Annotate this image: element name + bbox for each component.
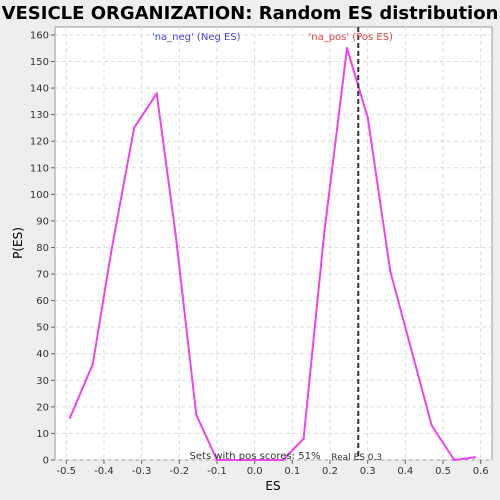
x-tick-label: 0.6 xyxy=(473,466,489,477)
y-axis-label: P(ES) xyxy=(11,227,25,259)
y-tick-label: 110 xyxy=(30,163,49,174)
annotation-layer: 'na_neg' (Neg ES) 'na_pos' (Pos ES) Sets w… xyxy=(152,32,393,463)
plot-area xyxy=(54,26,493,461)
neg-es-label: 'na_neg' (Neg ES) xyxy=(152,32,241,43)
y-tick-label: 160 xyxy=(30,30,49,41)
data-point xyxy=(110,248,113,252)
x-tick-label: 0.0 xyxy=(247,466,263,477)
y-tick-label: 90 xyxy=(36,216,49,227)
data-point xyxy=(174,233,177,236)
y-axis: 0 10 20 30 40 50 60 70 80 90 100 110 120 130 140 150 160 xyxy=(30,30,55,467)
x-tick-label: -0.4 xyxy=(94,466,114,477)
data-point xyxy=(253,458,256,462)
data-point xyxy=(91,363,94,366)
data-point xyxy=(302,437,305,440)
x-tick-label: -0.1 xyxy=(207,466,227,477)
data-point xyxy=(323,230,326,233)
data-point xyxy=(430,424,433,427)
grid xyxy=(55,27,492,461)
y-tick-label: 20 xyxy=(36,402,49,413)
data-point xyxy=(195,413,198,417)
y-tick-label: 0 xyxy=(43,456,49,467)
y-tick-label: 120 xyxy=(30,137,49,148)
data-point xyxy=(155,92,158,95)
data-point xyxy=(453,458,456,462)
data-point xyxy=(215,458,219,462)
y-tick-label: 60 xyxy=(36,296,49,307)
y-tick-label: 30 xyxy=(36,376,49,387)
data-point xyxy=(345,47,349,50)
x-axis-label: ES xyxy=(265,479,280,493)
data-point xyxy=(68,416,72,419)
x-tick-label: -0.3 xyxy=(132,466,152,477)
y-tick-label: 70 xyxy=(36,270,49,281)
series-layer xyxy=(68,47,477,462)
data-point xyxy=(389,270,392,273)
y-tick-label: 50 xyxy=(36,323,49,334)
data-point xyxy=(409,347,413,350)
y-tick-label: 10 xyxy=(36,429,49,440)
x-tick-label: 0.3 xyxy=(360,466,376,477)
data-point xyxy=(236,458,239,462)
x-tick-label: 0.5 xyxy=(435,466,451,477)
x-tick-label: -0.5 xyxy=(57,466,77,477)
series-line xyxy=(69,47,476,461)
sets-pos-scores-label: Sets with pos scores: 51% xyxy=(190,451,321,462)
data-point xyxy=(366,116,369,119)
y-tick-label: 80 xyxy=(36,243,49,254)
data-point xyxy=(473,456,477,459)
x-tick-label: 0.4 xyxy=(397,466,413,477)
y-tick-label: 150 xyxy=(30,57,49,68)
data-point xyxy=(281,458,285,462)
pos-es-label: 'na_pos' (Pos ES) xyxy=(308,32,393,43)
y-tick-label: 140 xyxy=(30,84,49,95)
y-tick-label: 40 xyxy=(36,349,49,360)
y-tick-label: 100 xyxy=(30,190,49,201)
x-tick-label: 0.2 xyxy=(322,466,338,477)
y-tick-label: 130 xyxy=(30,110,49,121)
real-es-label: Real ES 0.3 xyxy=(331,453,382,463)
x-tick-label: -0.2 xyxy=(170,466,190,477)
x-axis: -0.5 -0.4 -0.3 -0.2 -0.1 0.0 0.1 0.2 0.3 0.4 0.5 0.… xyxy=(57,460,489,477)
chart-title: VESICLE ORGANIZATION: Random ES distribu… xyxy=(2,3,499,24)
x-tick-label: 0.1 xyxy=(284,466,300,477)
data-point xyxy=(132,126,136,130)
